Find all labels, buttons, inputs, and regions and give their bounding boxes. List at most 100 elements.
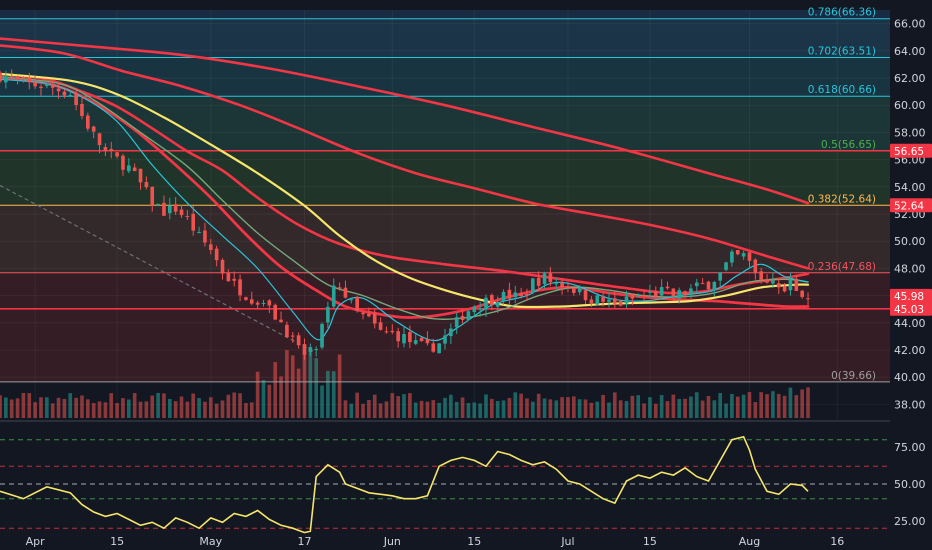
volume-bar [50,403,55,418]
price-tick-label: 60.00 [894,99,926,112]
volume-bar [109,393,114,418]
time-tick-label: 16 [830,535,844,548]
volume-bar [413,402,418,418]
candle [384,331,389,333]
price-tag-label: 52.64 [894,200,924,212]
price-tick-label: 48.00 [894,262,926,275]
volume-bar [554,400,559,418]
time-tick-label: Aug [739,535,760,548]
volume-bar [542,398,547,418]
candle [572,288,576,293]
candle [612,298,617,304]
candle [302,344,307,355]
volume-bar [507,398,512,418]
volume-bar [437,402,441,418]
candle [4,76,8,83]
volume-bar [80,395,84,418]
volume-bar [62,398,67,418]
candle [91,126,96,132]
candle [185,216,190,218]
candle [747,252,752,261]
candle [337,287,342,289]
volume-bar [648,397,652,418]
candle [712,282,717,291]
candle [765,279,769,283]
price-tag [890,288,932,303]
candle [683,291,687,296]
price-tick-label: 64.00 [894,45,926,58]
volume-bar [232,392,237,418]
candle [513,292,518,297]
candle [232,278,237,281]
volume-bar [577,399,582,418]
volume-bar [572,396,576,418]
volume-bar [320,385,324,418]
candle [566,286,570,288]
price-axis[interactable]: 38.0040.0042.0044.0046.0048.0050.0052.00… [890,0,932,550]
time-tick-label: 15 [110,535,124,548]
time-tick-label: Jul [560,535,574,548]
candle [413,340,418,344]
volume-bar [267,384,272,418]
volume-bar [91,403,96,418]
candle [255,302,260,305]
time-axis[interactable]: Apr 15 May 17 Jun 15 Jul 15 Aug 16 [26,535,845,548]
volume-bar [86,399,90,418]
price-tick-label: 38.00 [894,398,926,411]
price-tag [890,143,932,158]
volume-bar [214,403,219,418]
time-tick-label: Jun [383,535,401,548]
candle [548,273,553,283]
volume-bar [150,395,155,418]
moving-average-line [0,72,810,309]
candle [794,278,799,291]
volume-bar [548,399,553,418]
candle [484,297,488,310]
volume-bar [794,395,799,418]
volume-bar [694,392,699,418]
volume-bar [601,394,605,418]
candle [495,302,500,307]
volume-bar [478,403,482,418]
candle [490,295,494,305]
volume-bar [618,400,623,418]
price-tick-label: 62.00 [894,72,926,85]
candle [203,230,207,243]
volume-bar [244,402,248,418]
volume-bar [68,393,73,418]
candle [285,324,289,338]
candle [62,91,67,96]
price-tag-label: 45.98 [894,291,924,303]
candle [27,77,32,82]
candle [694,282,699,287]
volume-bar [378,403,383,418]
price-tag-label: 56.65 [894,146,924,158]
volume-bar [285,350,289,418]
volume-bar [712,400,717,418]
volume-bar [361,403,365,418]
volume-bar [536,393,541,418]
candle [150,186,155,206]
volume-bar [326,370,330,418]
volume-bar [525,398,529,418]
volume-bar [121,398,125,418]
candle [735,250,740,255]
volume-bar [466,403,471,418]
candle [390,330,395,333]
volume-bar [9,399,14,418]
candle [138,168,143,183]
volume-bar [665,401,670,418]
candle [776,283,781,288]
candles [0,69,810,360]
candle [361,312,365,315]
volume-bar [396,396,400,418]
volume-bar [402,394,406,418]
volume-bar [454,401,459,418]
volume-bar [15,398,20,418]
volume-bar [21,392,26,418]
volume-bar [425,401,430,418]
volume-bar [513,392,518,418]
candle [68,95,73,97]
volume-bar [800,389,804,418]
